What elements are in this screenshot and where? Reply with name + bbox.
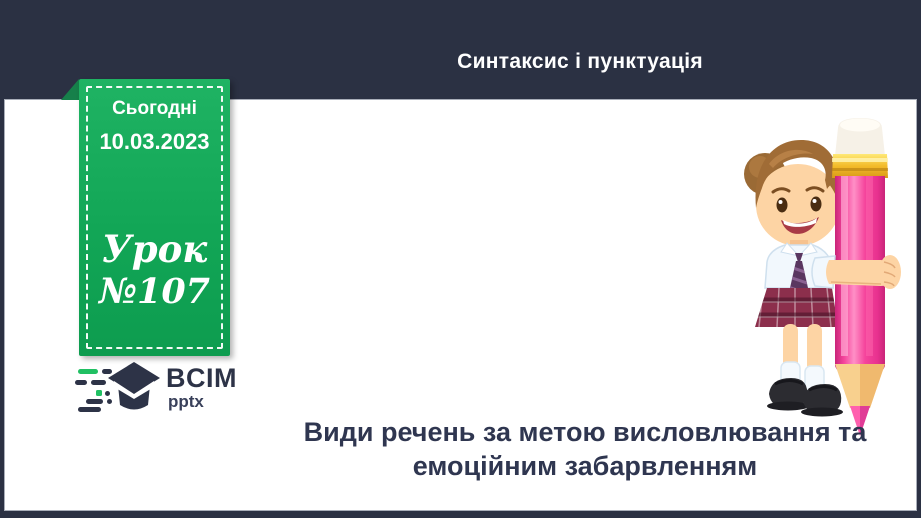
graduation-cap-icon [75,362,160,412]
lesson-label: Урок [101,227,208,271]
slide-header-title: Синтаксис і пунктуація [457,50,703,73]
logo-brand: BCIM [166,363,237,393]
slide-title-line1: Види речень за метою висловлювання та [303,417,867,447]
lesson-number: №107 [98,271,211,312]
logo-suffix: pptx [168,392,204,411]
girl-figure [744,140,844,417]
girl-with-pencil-illustration [744,118,901,436]
banner-fold [61,79,79,100]
girl-arm-and-hand [811,255,901,289]
bcim-logo: BCIM pptx [74,361,237,414]
banner-dashed-border: Сьогодні 10.03.2023 Урок №107 [86,86,223,349]
today-label: Сьогодні [112,98,197,119]
slide-title: Види речень за метою висловлювання та ем… [278,415,892,483]
date-label: 10.03.2023 [99,129,210,154]
date-lesson-banner: Сьогодні 10.03.2023 Урок №107 [79,79,230,356]
logo-text: BCIM pptx [166,363,237,411]
slide-title-line2: емоційним забарвленням [412,451,758,481]
